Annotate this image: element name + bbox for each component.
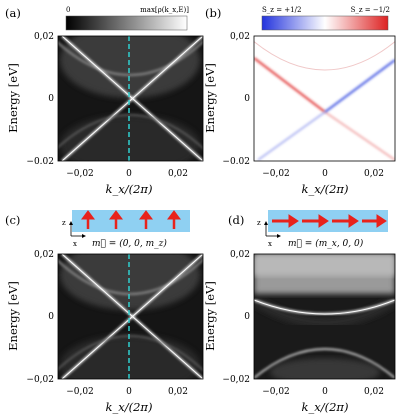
panel-d: (d) z x m⃗ = (m_x, 0, 0): [203, 210, 396, 414]
panel-c-axis-x: x: [73, 240, 77, 248]
panel-b-ytick-top: 0,02: [230, 32, 250, 42]
arrow-right-icon: [302, 214, 329, 228]
panel-a-colorbar: [65, 15, 188, 31]
panel-b-colorbar: [261, 15, 389, 31]
panel-c-xtick-left: −0,02: [66, 387, 94, 397]
panel-c-label: (c): [5, 213, 20, 227]
panel-c-frame: [57, 253, 204, 380]
panel-c-magnet-arrows: [81, 210, 181, 229]
panel-a-ytick-bot: −0.02: [26, 157, 54, 167]
panel-c-ytick-mid: 0: [48, 312, 54, 322]
panel-d-xlabel: k_x/(2π): [302, 400, 349, 414]
panel-d-spectral: [254, 254, 395, 379]
panel-d-ytick-mid: 0: [244, 312, 250, 322]
panel-c-axis-z: z: [62, 219, 66, 227]
panel-a-xlabel: k_x/(2π): [106, 182, 153, 196]
panel-d-xtick-mid: 0: [322, 387, 328, 397]
panel-d-frame: [253, 253, 396, 380]
panel-d-inset: z x m⃗ = (m_x, 0, 0): [257, 210, 388, 249]
panel-b-colorbar-right: S_z = −1/2: [351, 6, 390, 14]
panel-a-colorbar-min: 0: [66, 6, 70, 14]
arrow-up-icon: [167, 210, 181, 229]
panel-b-xlabel: k_x/(2π): [302, 182, 349, 196]
arrow-up-icon: [139, 210, 153, 229]
panel-b: (b) S_z = +1/2 S_z = −1/2 0,02 0 −0.02 −…: [203, 6, 396, 196]
panel-c-inset: z x m⃗ = (0, 0, m_z): [62, 210, 190, 249]
panel-d-axis-z: z: [257, 219, 261, 227]
panel-b-spectral: [254, 40, 395, 161]
panel-a-xtick-left: −0,02: [66, 169, 94, 179]
panel-d-label: (d): [228, 213, 244, 227]
panel-d-axis-x: x: [268, 240, 272, 248]
arrow-up-icon: [81, 210, 95, 229]
panel-c: (c) z x m⃗ = (0, 0, m_z): [5, 210, 204, 414]
panel-b-ytick-bot: −0.02: [222, 157, 250, 167]
panel-b-plot-bg: [254, 36, 395, 161]
arrow-up-icon: [109, 210, 123, 229]
panel-a-spectral: [58, 36, 203, 161]
panel-d-xtick-right: 0,02: [364, 387, 384, 397]
panel-c-spectral: [58, 254, 203, 379]
panel-d-magnet-arrows: [272, 214, 387, 228]
panel-c-xtick-right: 0,02: [168, 387, 188, 397]
panel-a-xtick-mid: 0: [126, 169, 132, 179]
panel-a-ylabel: Energy [eV]: [6, 63, 20, 133]
panel-b-ytick-mid: 0: [244, 94, 250, 104]
panel-b-label: (b): [205, 6, 221, 20]
panel-a-colorbar-max: max[ρ(k_x,E)]: [140, 6, 189, 14]
panel-a-ytick-top: 0,02: [34, 32, 54, 42]
panel-c-xlabel: k_x/(2π): [106, 400, 153, 414]
panel-b-colorbar-left: S_z = +1/2: [262, 6, 301, 14]
panel-c-ylabel: Energy [eV]: [6, 281, 20, 351]
panel-c-ytick-top: 0,02: [34, 250, 54, 260]
panel-d-ytick-bot: −0,02: [222, 375, 250, 385]
panel-d-magnetization: m⃗ = (m_x, 0, 0): [288, 238, 364, 249]
panel-a-frame: [57, 35, 204, 162]
panel-b-ylabel: Energy [eV]: [203, 63, 217, 133]
panel-a-xtick-right: 0,02: [168, 169, 188, 179]
panel-b-xtick-mid: 0: [322, 169, 328, 179]
panel-c-ytick-bot: −0,02: [26, 375, 54, 385]
arrow-right-icon: [362, 214, 387, 228]
panel-d-xtick-left: −0,02: [262, 387, 290, 397]
panel-b-frame: [253, 35, 396, 162]
panel-d-ylabel: Energy [eV]: [203, 281, 217, 351]
arrow-right-icon: [332, 214, 359, 228]
panel-c-inset-layer: [72, 210, 190, 232]
panel-b-xtick-right: 0,02: [364, 169, 384, 179]
panel-c-xtick-mid: 0: [126, 387, 132, 397]
panel-b-xtick-left: −0,02: [262, 169, 290, 179]
arrow-right-icon: [272, 214, 299, 228]
panel-a-label: (a): [5, 6, 21, 20]
panel-c-magnetization: m⃗ = (0, 0, m_z): [92, 238, 167, 249]
panel-a-ytick-mid: 0: [48, 94, 54, 104]
panel-a: (a) 0 max[ρ(k_x,E)] 0,02 0 −0.02 −0,02 0…: [5, 6, 204, 196]
panel-d-ytick-top: 0,02: [230, 250, 250, 260]
